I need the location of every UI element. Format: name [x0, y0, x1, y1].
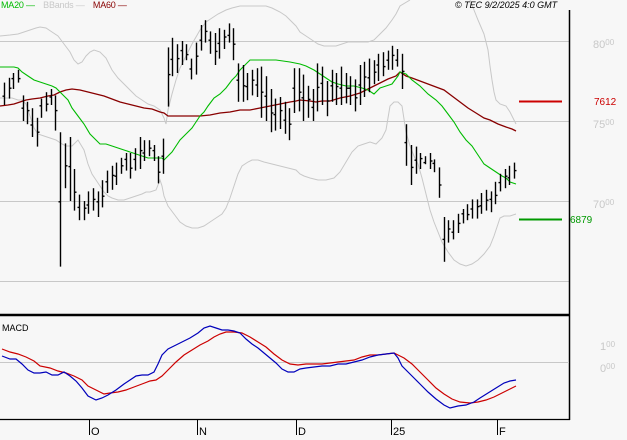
bb-upper-line-2 — [469, 0, 517, 125]
macd-label-main: 0 — [600, 363, 607, 375]
x-label-dec: D — [298, 426, 306, 438]
y-label-sup: 00 — [605, 198, 615, 207]
price-gridlines — [0, 41, 569, 282]
y-label-8000: 8000 — [593, 37, 614, 51]
y-label-main: 75 — [593, 119, 606, 131]
ma60-value-label: 7612 — [594, 97, 617, 108]
bollinger-bands — [0, 0, 517, 267]
ma60-line — [0, 71, 517, 132]
macd-label-1: 100 — [600, 339, 615, 353]
ma20-line — [0, 59, 517, 185]
macd-panel-title: MACD — [2, 323, 29, 333]
legend-ma20: MA20 — — [1, 0, 35, 10]
legend-bbands-label: BBands — [43, 0, 74, 10]
x-label-oct: O — [91, 426, 100, 438]
y-label-7500: 7500 — [593, 117, 614, 131]
x-axis-ticks — [89, 420, 498, 435]
macd-line — [1, 325, 517, 409]
macd-label-sup: 00 — [606, 340, 616, 349]
chart-legend: MA20 — BBands — MA60 — — [1, 0, 133, 10]
x-label-nov: N — [199, 426, 207, 438]
macd-label-sup: 00 — [606, 362, 616, 371]
price-bars — [2, 20, 517, 267]
x-label-2025: 25 — [393, 426, 406, 438]
legend-bbands: BBands — — [43, 0, 85, 10]
bb-lower-line — [0, 97, 517, 267]
legend-ma60: MA60 — — [92, 0, 127, 10]
y-label-main: 70 — [593, 199, 606, 211]
y-label-main: 80 — [593, 39, 606, 51]
macd-label-main: 1 — [600, 341, 607, 353]
ma20-value-label: 6879 — [570, 215, 593, 226]
y-label-sup: 00 — [605, 118, 615, 127]
x-label-feb: F — [499, 426, 506, 438]
macd-signal-line — [1, 331, 517, 404]
bb-upper-line — [0, 0, 411, 125]
copyright-timestamp: © TEC 9/2/2025 4:0 GMT — [455, 0, 558, 10]
legend-ma20-label: MA20 — [1, 0, 24, 10]
y-label-7000: 7000 — [593, 197, 614, 211]
macd-label-0: 000 — [600, 361, 615, 375]
y-label-sup: 00 — [605, 38, 615, 47]
legend-ma60-label: MA60 — [92, 0, 116, 10]
